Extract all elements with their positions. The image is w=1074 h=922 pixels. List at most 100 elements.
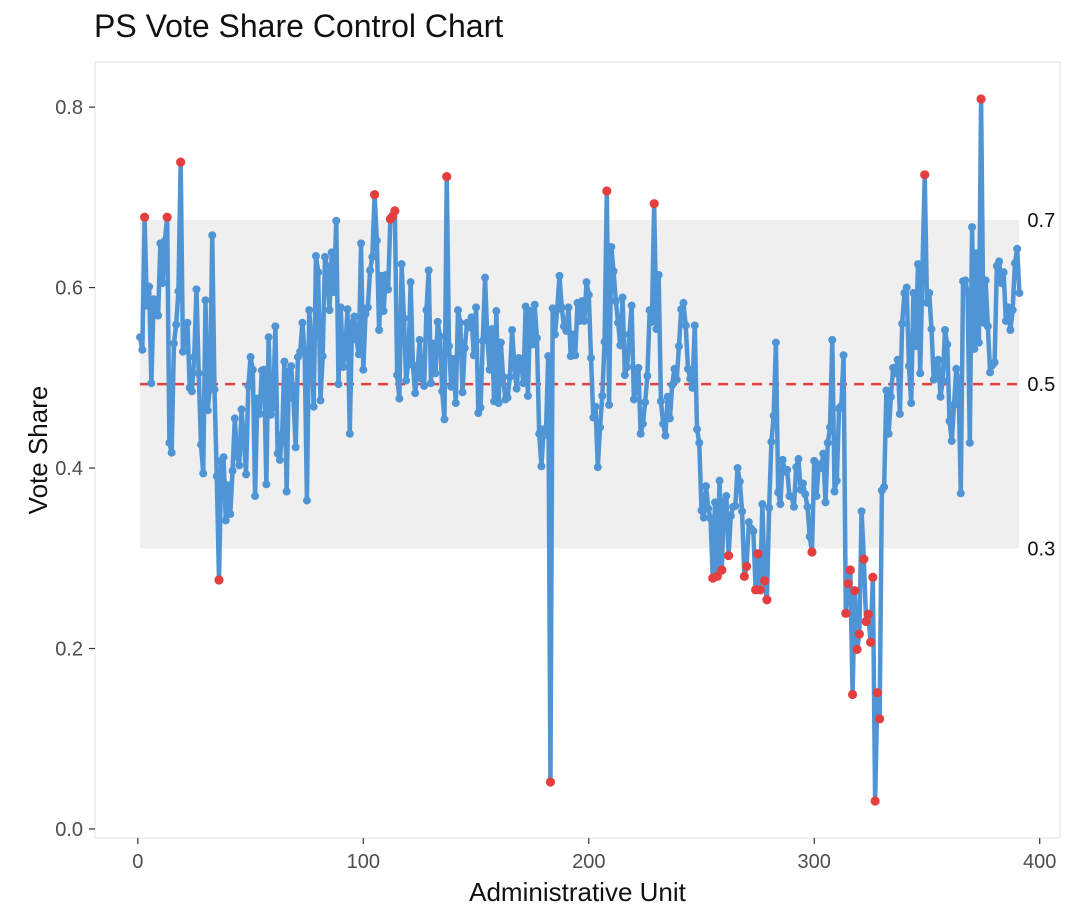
data-point (927, 325, 936, 334)
data-point (375, 325, 384, 334)
data-point (496, 338, 505, 347)
data-point (611, 297, 620, 306)
data-point (931, 364, 940, 373)
data-point (699, 513, 708, 522)
data-point (169, 339, 178, 348)
data-point (990, 358, 999, 367)
data-point (634, 363, 643, 372)
data-point (481, 273, 490, 282)
outlier-point (602, 186, 612, 196)
data-point (765, 503, 774, 512)
data-point (668, 381, 677, 390)
data-point (343, 305, 352, 314)
data-point (172, 320, 181, 329)
data-point (1006, 325, 1015, 334)
data-point (665, 414, 674, 423)
data-point (692, 425, 701, 434)
data-point (444, 342, 453, 351)
data-point (792, 463, 801, 472)
data-point (395, 394, 404, 403)
data-point (832, 476, 841, 485)
outlier-point (807, 547, 817, 557)
data-point (568, 330, 577, 339)
chart-title: PS Vote Share Control Chart (94, 8, 504, 44)
data-point (287, 362, 296, 371)
data-point (819, 449, 828, 458)
data-point (744, 518, 753, 527)
x-tick-label: 300 (798, 851, 831, 873)
data-point (661, 431, 670, 440)
limit-label-center: 0.5 (1027, 374, 1055, 396)
data-point (332, 216, 341, 225)
data-point (620, 371, 629, 380)
data-point (467, 313, 476, 322)
data-point (456, 318, 465, 327)
data-point (596, 423, 605, 432)
data-point (429, 339, 438, 348)
y-tick-label: 0.2 (55, 639, 83, 661)
data-point (722, 492, 731, 501)
data-point (643, 372, 652, 381)
data-point (440, 415, 449, 424)
data-point (706, 514, 715, 523)
data-point (329, 288, 338, 297)
data-point (938, 376, 947, 385)
data-point (922, 298, 931, 307)
data-point (731, 501, 740, 510)
data-point (654, 270, 663, 279)
outlier-point (755, 585, 765, 595)
data-point (550, 330, 559, 339)
data-point (715, 476, 724, 485)
data-point (616, 341, 625, 350)
data-point (149, 295, 158, 304)
data-point (269, 403, 278, 412)
data-point (857, 507, 866, 516)
data-point (544, 352, 553, 361)
plot-panel (94, 61, 1061, 839)
data-point (138, 345, 147, 354)
data-point (670, 364, 679, 373)
data-point (212, 472, 221, 481)
data-point (359, 365, 368, 374)
limit-label-upper: 0.7 (1027, 210, 1055, 232)
outlier-point (762, 595, 772, 605)
data-point (961, 276, 970, 285)
data-point (983, 322, 992, 331)
data-point (366, 266, 375, 275)
outlier-point (859, 554, 869, 564)
data-point (943, 340, 952, 349)
outlier-point (739, 571, 749, 581)
data-point (314, 268, 323, 277)
data-point (767, 437, 776, 446)
y-tick-label: 0.8 (55, 97, 83, 119)
data-point (884, 429, 893, 438)
data-point (778, 455, 787, 464)
data-point (697, 506, 706, 515)
data-point (733, 464, 742, 473)
data-point (891, 369, 900, 378)
outlier-point (852, 644, 862, 655)
data-point (828, 335, 837, 344)
data-point (476, 403, 485, 412)
outlier-point (866, 637, 876, 647)
data-point (487, 325, 496, 334)
data-point (609, 267, 618, 276)
data-point (406, 278, 415, 287)
data-point (318, 352, 327, 361)
x-tick-label: 200 (572, 851, 605, 873)
data-point (704, 504, 713, 513)
data-point (598, 391, 607, 400)
data-point (320, 252, 329, 261)
data-point (607, 242, 616, 251)
data-point (663, 392, 672, 401)
data-point (196, 440, 205, 449)
data-point (537, 462, 546, 471)
data-point (415, 335, 424, 344)
data-point (167, 448, 176, 457)
data-point (794, 455, 803, 464)
data-point (681, 321, 690, 330)
data-point (411, 389, 420, 398)
data-point (817, 464, 826, 473)
data-point (447, 382, 456, 391)
data-point (672, 375, 681, 384)
